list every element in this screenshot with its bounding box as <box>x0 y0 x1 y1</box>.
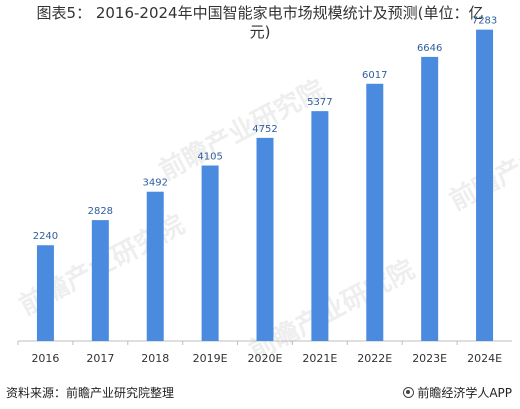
brand-name: 前瞻经济学人APP <box>417 386 512 400</box>
data-label-2018: 3492 <box>142 178 167 189</box>
brand-logo-icon <box>403 387 415 398</box>
bar-2020E <box>256 137 274 341</box>
bar-2019E <box>201 165 219 341</box>
x-tick-label-2018: 2018 <box>141 352 169 365</box>
x-tick-label-2017: 2017 <box>86 352 114 365</box>
x-tick-label-2024E: 2024E <box>467 352 502 365</box>
bar-2017 <box>91 220 109 341</box>
bar-2018 <box>146 191 164 341</box>
data-label-2024E: 7283 <box>472 16 497 27</box>
x-tick-label-2022E: 2022E <box>357 352 392 365</box>
brand-credit: 前瞻经济学人APP <box>403 384 512 401</box>
data-label-2016: 2240 <box>33 231 58 242</box>
data-source: 资料来源：前瞻产业研究院整理 <box>6 386 175 400</box>
data-label-2023E: 6646 <box>417 43 442 54</box>
data-label-2020E: 4752 <box>252 124 277 135</box>
x-tick-label-2020E: 2020E <box>248 352 283 365</box>
data-label-2019E: 4105 <box>197 152 222 163</box>
bar-chart: 2240 2016 2828 2017 3492 2018 4105 2019E 4752 202… <box>17 16 512 365</box>
x-tick-label-2023E: 2023E <box>412 352 447 365</box>
chart-title: 图表5： 2016-2024年中国智能家电市场规模统计及预测(单位：亿 元) <box>0 4 520 42</box>
chart-title-line-1: 图表5： 2016-2024年中国智能家电市场规模统计及预测(单位：亿 <box>36 4 484 22</box>
bar-2022E <box>366 83 384 341</box>
data-label-2021E: 5377 <box>307 97 332 108</box>
bar-2021E <box>311 111 329 342</box>
bar-2016 <box>36 245 54 341</box>
chart-title-line-2: 元) <box>249 23 271 41</box>
data-label-2022E: 6017 <box>362 70 387 81</box>
x-tick-label-2021E: 2021E <box>302 352 337 365</box>
x-tick-label-2019E: 2019E <box>193 352 228 365</box>
bar-2024E <box>476 29 494 341</box>
data-label-2017: 2828 <box>88 206 113 217</box>
x-tick-label-2016: 2016 <box>31 352 59 365</box>
bar-2023E <box>421 56 439 342</box>
